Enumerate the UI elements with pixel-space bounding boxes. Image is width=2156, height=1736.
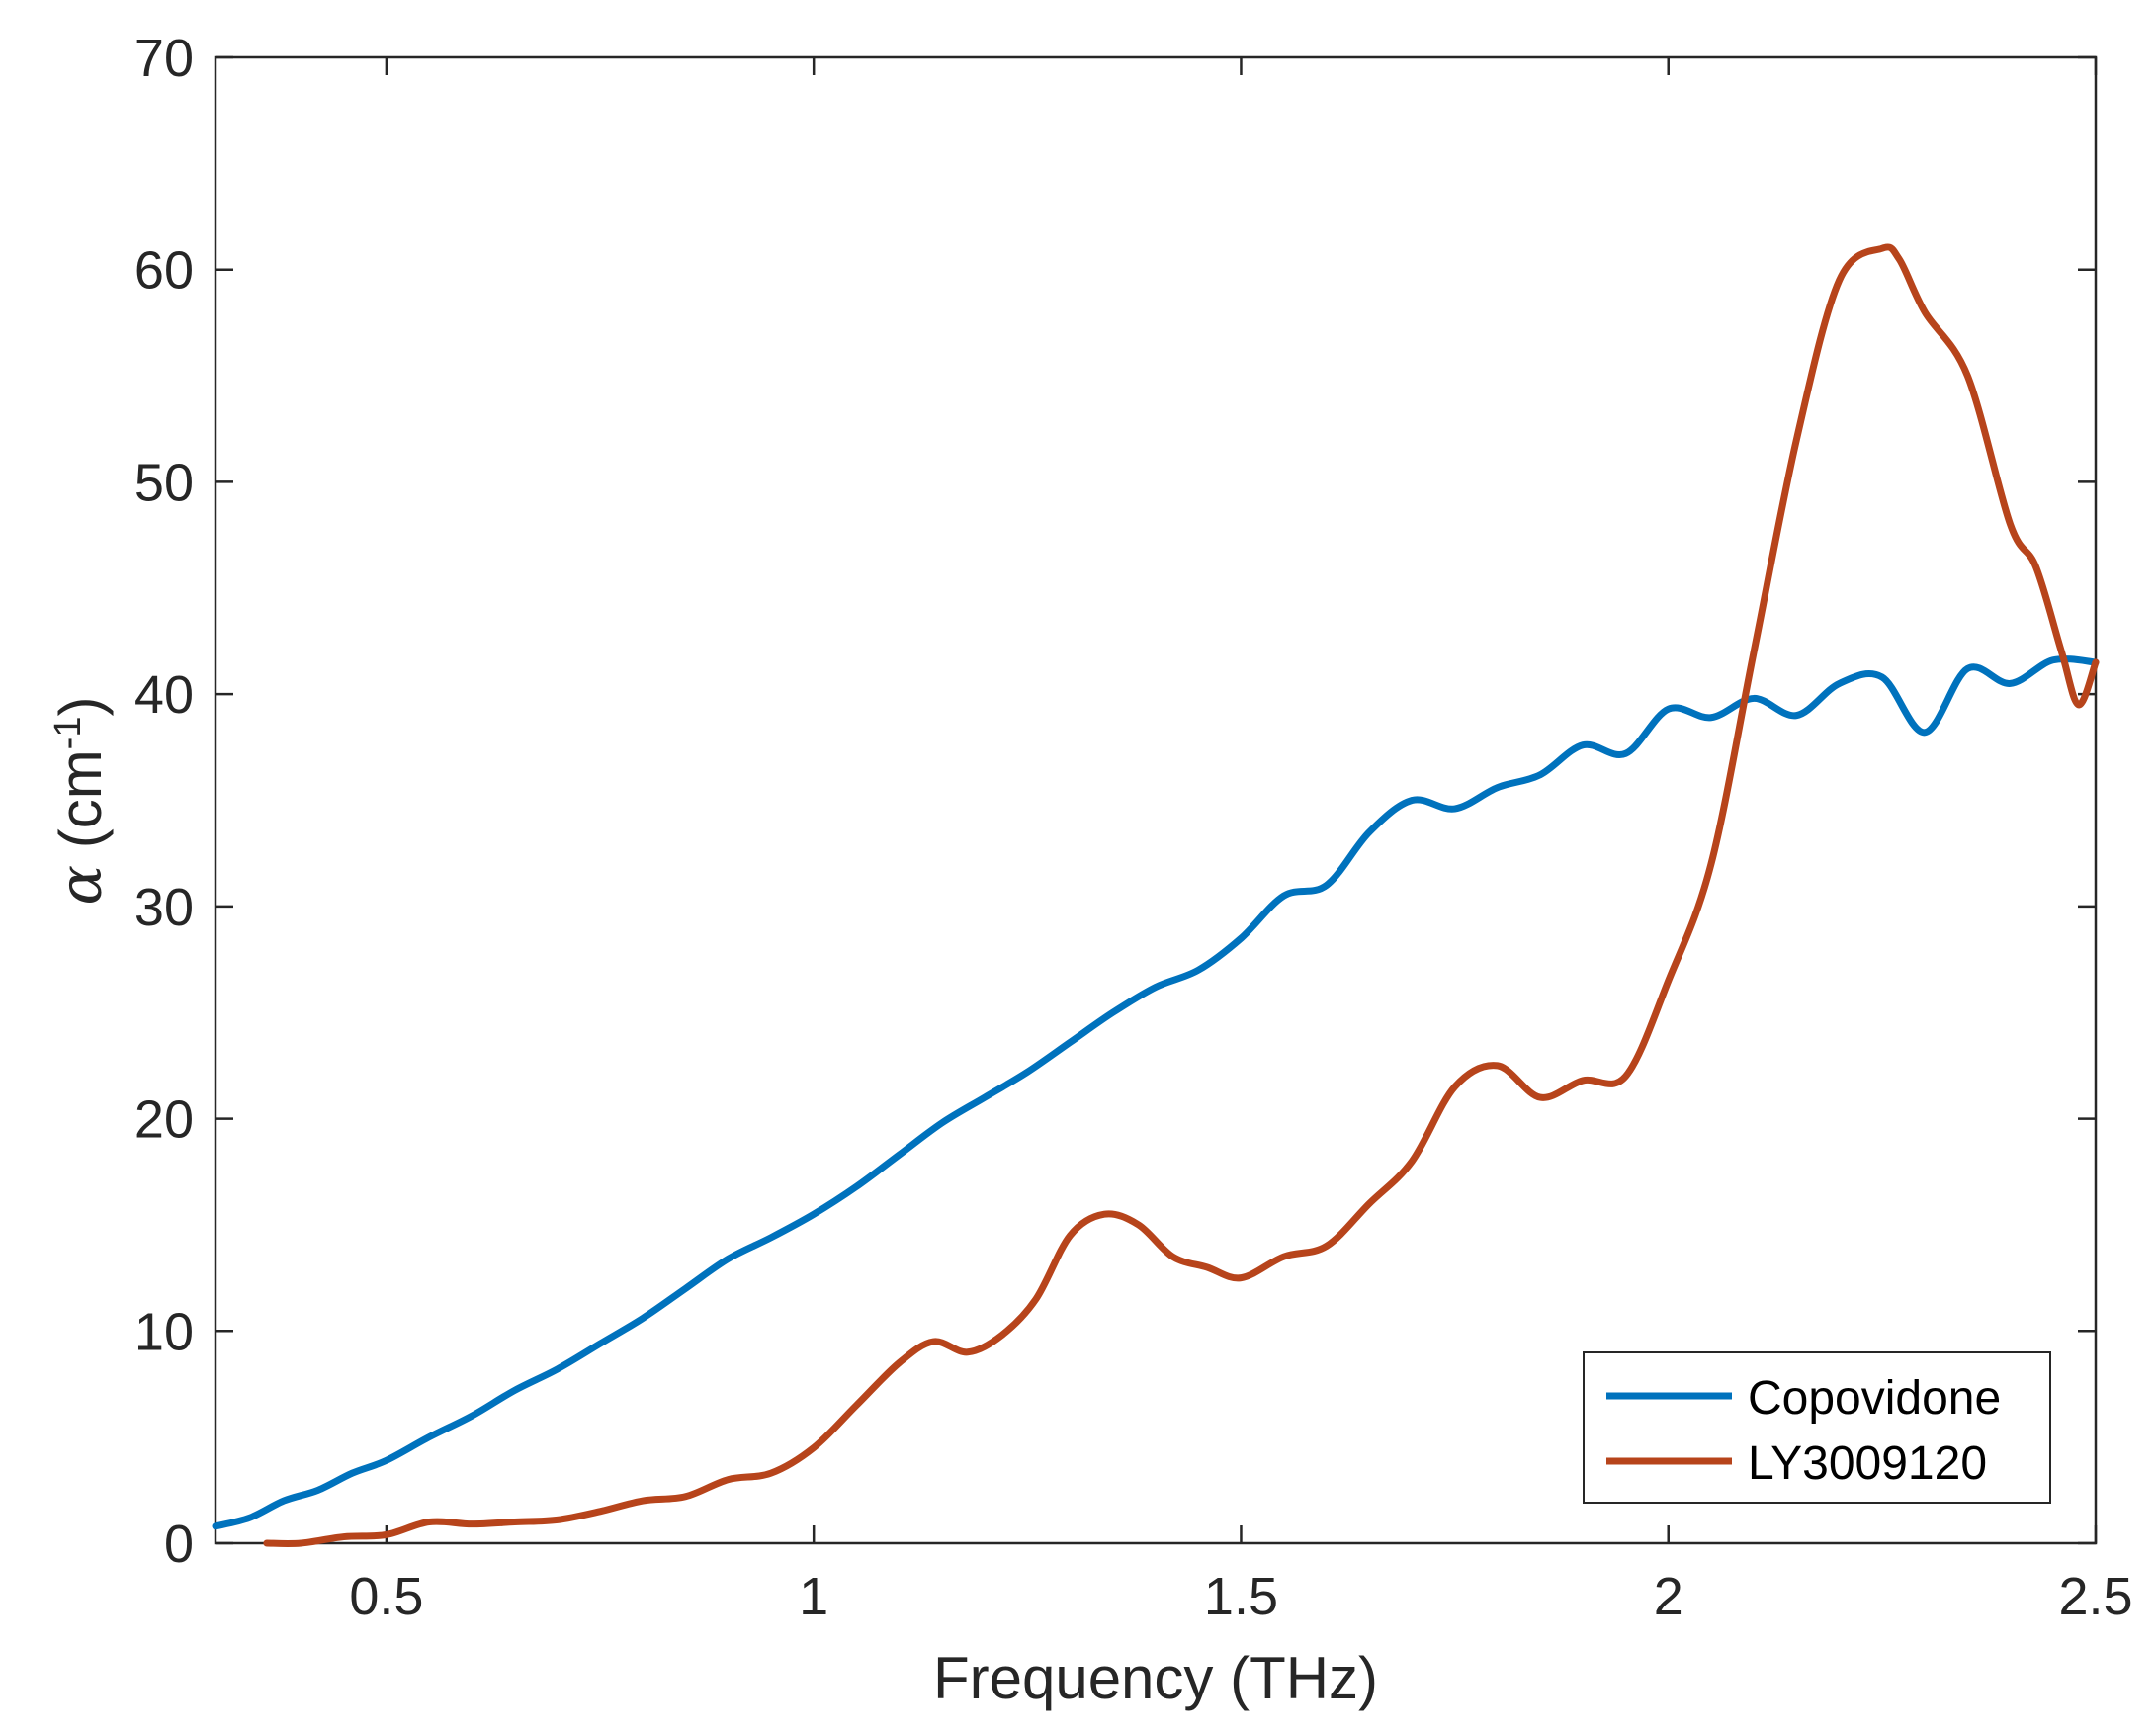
y-tick-label: 20: [134, 1090, 194, 1150]
y-tick-label: 40: [134, 665, 194, 725]
legend-label-copovidone: Copovidone: [1748, 1372, 2001, 1425]
x-axis-label: Frequency (THz): [933, 1645, 1378, 1711]
y-axis-label-unit: (cm: [47, 749, 114, 865]
x-axis: 0.5 1 1.5 2 2.5: [349, 57, 2133, 1626]
x-tick-label: 2: [1654, 1567, 1683, 1626]
plot-frame: [214, 55, 2098, 1545]
x-tick-label: 1: [799, 1567, 828, 1626]
y-axis: 0 10 20 30 40 50 60 70: [134, 29, 2096, 1574]
x-tick-label: 2.5: [2058, 1567, 2132, 1626]
y-axis-label: α (cm-1): [46, 697, 116, 906]
y-tick-label: 50: [134, 453, 194, 512]
legend-label-ly3009120: LY3009120: [1748, 1437, 1987, 1490]
y-tick-label: 30: [134, 878, 194, 937]
x-tick-label: 0.5: [349, 1567, 423, 1626]
series-line-ly3009120: [263, 243, 2100, 1547]
x-tick-label: 1.5: [1204, 1567, 1278, 1626]
series-layer: [212, 243, 2100, 1547]
y-tick-label: 60: [134, 241, 194, 301]
legend: Copovidone LY3009120: [1583, 1351, 2051, 1504]
y-tick-label: 0: [164, 1515, 194, 1574]
y-axis-label-symbol: α: [46, 865, 116, 906]
y-axis-label-superscript: -1: [47, 717, 89, 750]
y-tick-label: 10: [134, 1302, 194, 1361]
plot-area: [214, 55, 2098, 1545]
y-axis-label-close: ): [47, 697, 114, 717]
legend-box: [1583, 1351, 2051, 1504]
y-tick-label: 70: [134, 29, 194, 88]
series-line-copovidone: [212, 655, 2100, 1530]
